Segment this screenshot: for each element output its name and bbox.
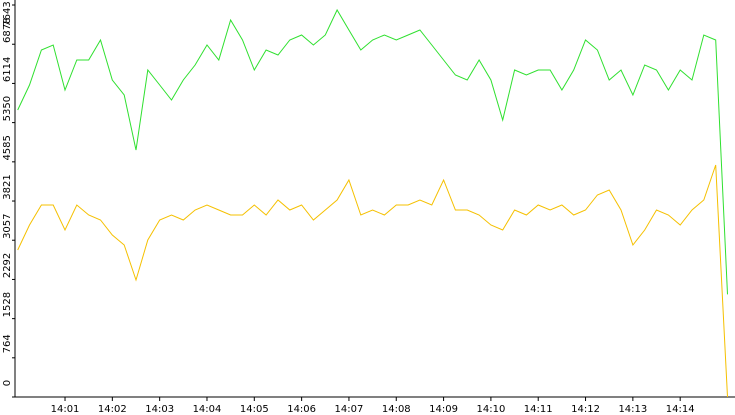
y-tick-label: 0 (2, 380, 13, 386)
x-tick-label: 14:13 (618, 404, 647, 415)
y-tick-label: 1528 (2, 292, 13, 317)
x-tick-label: 14:07 (335, 404, 364, 415)
x-tick-label: 14:06 (287, 404, 316, 415)
x-tick-label: 14:14 (666, 404, 695, 415)
y-tick-label: 5350 (2, 96, 13, 121)
x-tick-label: 14:05 (240, 404, 269, 415)
x-tick-label: 14:11 (524, 404, 553, 415)
y-tick-label: 6114 (2, 57, 13, 82)
x-tick-label: 14:09 (429, 404, 458, 415)
y-tick-label: 7643 (2, 1, 13, 26)
x-tick-label: 14:08 (382, 404, 411, 415)
y-tick-label: 764 (2, 334, 13, 353)
x-tick-label: 14:04 (193, 404, 222, 415)
series-line (17, 164, 728, 398)
x-tick-label: 14:01 (51, 404, 80, 415)
y-tick-label: 2292 (2, 253, 13, 278)
x-tick-label: 14:12 (571, 404, 600, 415)
x-tick-label: 14:03 (145, 404, 174, 415)
x-tick-label: 14:02 (98, 404, 127, 415)
x-tick-label: 14:10 (476, 404, 505, 415)
y-tick-label: 4585 (2, 135, 13, 160)
y-tick-label: 6878 (2, 18, 13, 43)
y-tick-label: 3821 (2, 174, 13, 199)
y-tick-label: 3057 (2, 213, 13, 238)
series-line (17, 8, 728, 295)
